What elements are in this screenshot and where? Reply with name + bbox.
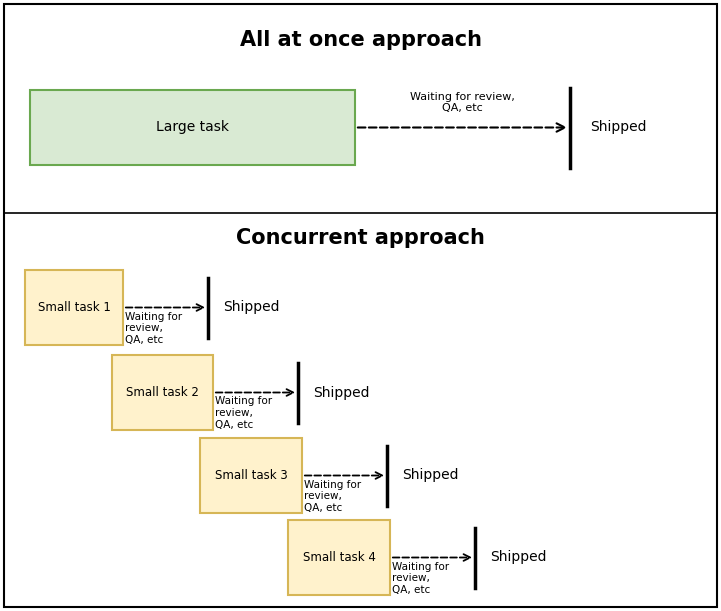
Text: Shipped: Shipped: [490, 551, 547, 565]
Text: Small task 4: Small task 4: [303, 551, 376, 564]
Bar: [200, 438, 302, 513]
Text: Shipped: Shipped: [223, 301, 280, 315]
Text: Shipped: Shipped: [590, 120, 647, 134]
Text: Shipped: Shipped: [402, 469, 459, 483]
Text: Waiting for
review,
QA, etc: Waiting for review, QA, etc: [304, 480, 361, 513]
Bar: [112, 355, 213, 430]
Bar: [25, 270, 123, 345]
Text: Large task: Large task: [156, 120, 229, 134]
Text: All at once approach: All at once approach: [239, 30, 482, 50]
Text: Waiting for
review,
QA, etc: Waiting for review, QA, etc: [392, 562, 449, 595]
Text: Small task 1: Small task 1: [37, 301, 110, 314]
Text: Waiting for
review,
QA, etc: Waiting for review, QA, etc: [215, 397, 272, 430]
Text: Shipped: Shipped: [313, 386, 369, 400]
Bar: [30, 90, 355, 165]
Text: Waiting for
review,
QA, etc: Waiting for review, QA, etc: [125, 312, 182, 345]
Text: Small task 3: Small task 3: [215, 469, 288, 482]
Text: Waiting for review,
QA, etc: Waiting for review, QA, etc: [410, 92, 515, 114]
Text: Small task 2: Small task 2: [126, 386, 199, 399]
Text: Concurrent approach: Concurrent approach: [236, 228, 485, 248]
Bar: [288, 520, 390, 595]
